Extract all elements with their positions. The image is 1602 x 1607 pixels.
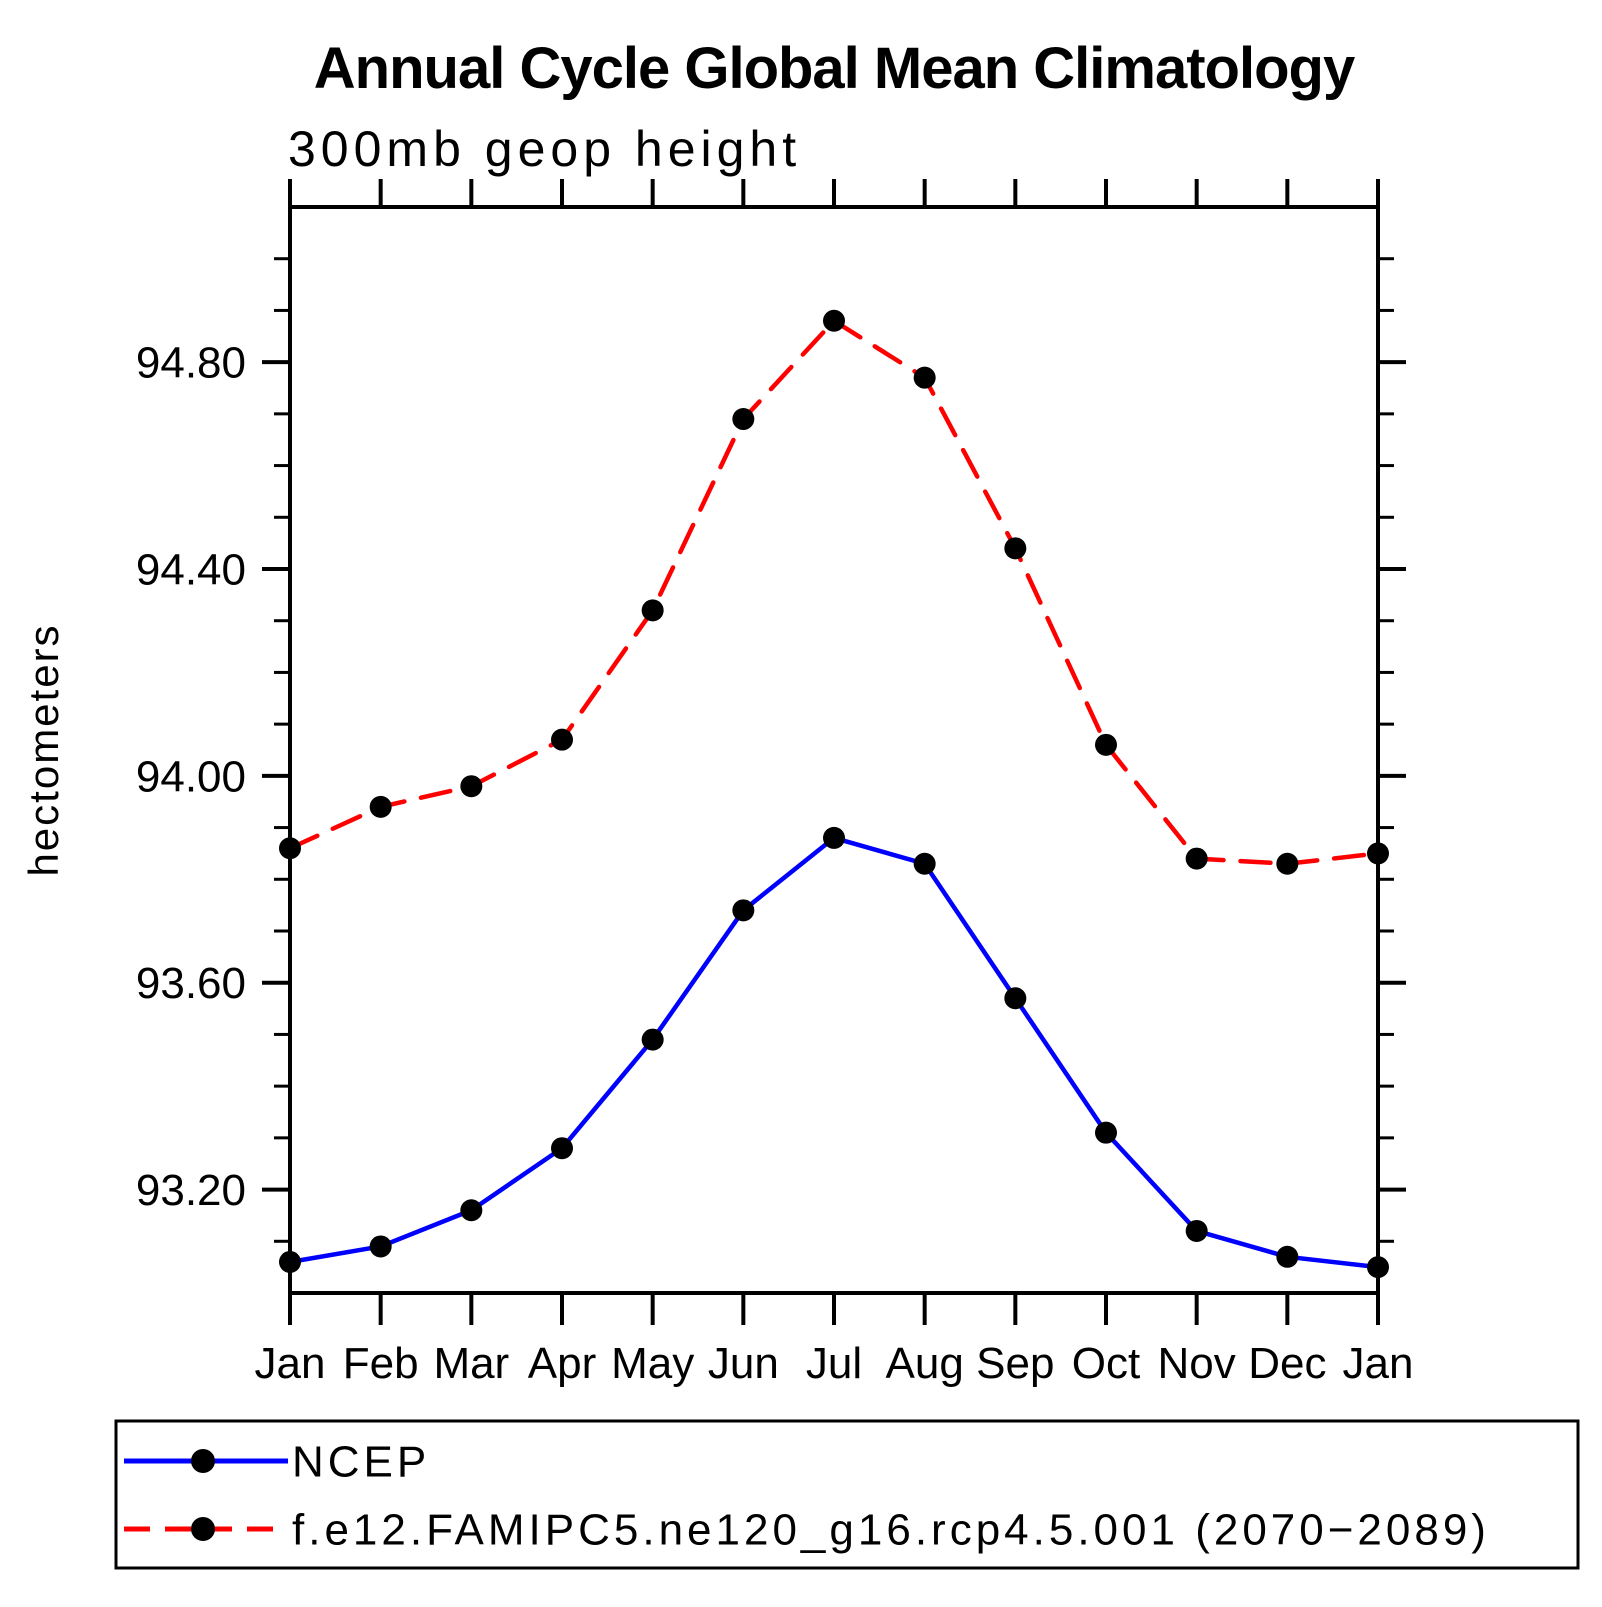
x-tick-label: Jan bbox=[1343, 1339, 1414, 1388]
y-tick-label: 94.40 bbox=[136, 545, 246, 594]
data-point-marker bbox=[732, 899, 755, 922]
plot-border bbox=[288, 205, 1380, 1295]
legend-label-ncep: NCEP bbox=[292, 1437, 430, 1486]
data-point-marker bbox=[1004, 537, 1027, 560]
data-point-marker bbox=[641, 599, 664, 622]
series-line-ncep bbox=[287, 835, 1381, 1270]
data-point-marker bbox=[460, 1199, 483, 1222]
x-tick-label: Oct bbox=[1072, 1339, 1140, 1388]
data-point-marker bbox=[823, 826, 845, 849]
series-lines bbox=[287, 318, 1381, 1270]
chart-title: Annual Cycle Global Mean Climatology bbox=[314, 36, 1355, 101]
data-point-marker bbox=[1004, 987, 1027, 1010]
data-point-marker bbox=[460, 775, 483, 798]
data-point-marker bbox=[279, 1250, 301, 1273]
x-tick-label: Aug bbox=[886, 1339, 964, 1388]
y-tick-label: 94.80 bbox=[136, 339, 246, 388]
x-tick-label: Mar bbox=[433, 1339, 509, 1388]
legend-label-model: f.e12.FAMIPC5.ne120_g16.rcp4.5.001 (2070… bbox=[292, 1505, 1490, 1554]
y-tick-label: 94.00 bbox=[136, 752, 246, 801]
x-tick-label: Jul bbox=[806, 1339, 862, 1388]
data-point-marker bbox=[1185, 847, 1208, 870]
data-point-marker bbox=[551, 1137, 573, 1160]
x-tick-label: May bbox=[611, 1339, 694, 1388]
y-axis-ticks: 93.20 93.60 94.00 94.40 94.80 bbox=[136, 257, 1406, 1243]
legend-border bbox=[114, 1419, 1580, 1570]
x-tick-label: Jan bbox=[255, 1339, 326, 1388]
x-tick-label: Nov bbox=[1158, 1339, 1236, 1388]
data-point-marker bbox=[1276, 1245, 1299, 1268]
data-point-marker bbox=[913, 852, 936, 875]
data-point-marker bbox=[1095, 733, 1117, 756]
data-point-marker bbox=[1185, 1219, 1208, 1242]
data-point-marker bbox=[369, 795, 392, 818]
y-axis-title: hectometers bbox=[20, 623, 67, 876]
y-tick-label: 93.60 bbox=[136, 959, 246, 1008]
data-point-marker bbox=[1367, 1256, 1389, 1279]
y-tick-label: 93.20 bbox=[136, 1166, 246, 1215]
series-markers bbox=[279, 309, 1389, 1279]
data-point-marker bbox=[1367, 842, 1389, 865]
data-point-marker bbox=[551, 728, 573, 751]
data-point-marker bbox=[1276, 852, 1299, 875]
data-point-marker bbox=[732, 408, 755, 431]
data-point-marker bbox=[279, 837, 301, 860]
x-axis-ticks: Jan Feb Mar Apr May Jun Jul Aug Sep Oct Nov Dec Jan bbox=[255, 179, 1414, 1388]
x-tick-label: Feb bbox=[343, 1339, 419, 1388]
data-point-marker bbox=[1095, 1121, 1117, 1144]
data-point-marker bbox=[823, 309, 845, 332]
data-point-marker bbox=[641, 1028, 664, 1051]
plot-frame bbox=[288, 205, 1380, 1295]
x-tick-label: Apr bbox=[528, 1339, 596, 1388]
x-tick-label: Sep bbox=[976, 1339, 1054, 1388]
legend-marker-ncep-icon bbox=[191, 1449, 215, 1473]
x-tick-label: Dec bbox=[1248, 1339, 1326, 1388]
legend-marker-model-icon bbox=[191, 1517, 215, 1541]
legend-box: NCEP f.e12.FAMIPC5.ne120_g16.rcp4.5.001 … bbox=[114, 1419, 1580, 1570]
series-line-model bbox=[287, 318, 1381, 867]
data-point-marker bbox=[369, 1235, 392, 1258]
data-point-marker bbox=[913, 366, 936, 389]
x-tick-label: Jun bbox=[708, 1339, 779, 1388]
chart-subtitle: 300mb geop height bbox=[288, 121, 801, 177]
